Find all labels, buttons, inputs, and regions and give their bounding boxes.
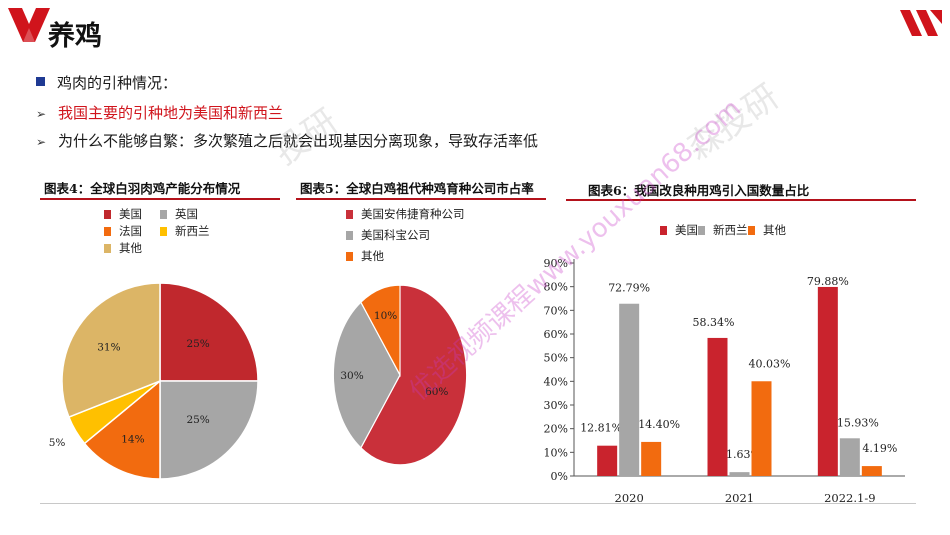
pie-slice: [83, 379, 161, 480]
legend-swatch: [698, 225, 705, 235]
legend-swatch: [160, 226, 167, 236]
y-tick-label: 90%: [544, 257, 568, 270]
legend-swatch: [160, 209, 167, 219]
bullet-point-1: ➢ 我国主要的引种地为美国和新西兰: [36, 102, 283, 123]
pie-slice-label: 60%: [425, 386, 448, 398]
bar-data-label: 15.93%: [837, 416, 879, 429]
arrow-bullet-icon: ➢: [36, 107, 47, 121]
arrow-bullet-icon: ➢: [36, 135, 47, 149]
bar-data-label: 58.34%: [693, 316, 735, 329]
y-tick-label: 30%: [544, 399, 568, 412]
pie-slice-label: 31%: [97, 341, 120, 353]
legend-item-cobb: 美国科宝公司: [346, 227, 430, 243]
pie-slice-label: 25%: [186, 414, 209, 426]
chart-4-title-rule: [40, 198, 280, 200]
legend-swatch: [748, 225, 755, 235]
chart-4-title: 图表4：全球白羽肉鸡产能分布情况: [44, 181, 241, 196]
y-tick-label: 0%: [551, 470, 568, 483]
legend-item-aviagen: 美国安伟捷育种公司: [346, 206, 465, 222]
y-tick-label: 10%: [544, 446, 568, 459]
legend-item-other: 其他: [748, 222, 786, 238]
section-heading: 鸡肉的引种情况：: [36, 72, 177, 93]
v-logo-icon: [8, 8, 50, 42]
y-tick-label: 50%: [544, 352, 568, 365]
legend-item-other: 其他: [346, 248, 384, 264]
x-tick-label: 2021: [725, 491, 754, 505]
bar: [641, 441, 662, 476]
legend-item-france: 法国: [104, 223, 142, 239]
pie-slice-label: 5%: [49, 437, 66, 449]
y-tick-label: 60%: [544, 328, 568, 341]
square-bullet-icon: [36, 77, 45, 86]
bar: [817, 286, 838, 476]
pie-slice: [360, 284, 468, 466]
pie-slice-label: 10%: [374, 310, 397, 322]
legend-item-new-zealand: 新西兰: [160, 223, 210, 239]
pie-slice: [360, 284, 401, 378]
legend-swatch: [104, 243, 111, 253]
bottom-divider: [40, 503, 916, 504]
bullet-point-text: 我国主要的引种地为美国和新西兰: [58, 104, 284, 122]
bar-data-label: 14.40%: [638, 418, 680, 431]
section-heading-text: 鸡肉的引种情况：: [57, 74, 178, 92]
legend-swatch: [346, 209, 353, 219]
legend-swatch: [104, 226, 111, 236]
legend-item-new-zealand: 新西兰: [698, 222, 748, 238]
pie-slice: [61, 282, 161, 419]
double-slash-logo-icon: [900, 10, 942, 36]
y-tick-label: 80%: [544, 281, 568, 294]
bar-data-label: 79.88%: [807, 275, 849, 288]
legend-swatch: [660, 225, 667, 235]
bar-data-label: 40.03%: [749, 357, 791, 370]
chart-5-title: 图表5：全球白鸡祖代种鸡育种公司市占率: [300, 181, 534, 196]
chart-5-title-rule: [296, 198, 546, 200]
y-tick-label: 40%: [544, 375, 568, 388]
bullet-point-text: 为什么不能够自繁：多次繁殖之后就会出现基因分离现象，导致存活率低: [58, 132, 539, 150]
bar: [707, 337, 728, 476]
pie-slice: [159, 282, 259, 382]
pie-slice-label: 30%: [340, 370, 363, 382]
x-tick-label: 2022.1-9: [824, 491, 875, 505]
bar: [861, 466, 882, 476]
x-tick-label: 2020: [615, 491, 644, 505]
bar: [751, 381, 772, 476]
pie-slice-label: 25%: [186, 338, 209, 350]
bar: [839, 438, 860, 476]
pie-slice: [332, 301, 401, 449]
bar-data-label: 4.19%: [862, 442, 897, 455]
legend-item-uk: 英国: [160, 206, 198, 222]
pie-slice-label: 14%: [121, 434, 144, 446]
chart-6-title: 图表6：我国改良种用鸡引入国数量占比: [588, 183, 810, 198]
pie-slice: [159, 380, 259, 480]
bar-data-label: 12.81%: [580, 422, 622, 435]
legend-item-us: 美国: [104, 206, 142, 222]
legend-swatch: [346, 230, 353, 240]
y-tick-label: 20%: [544, 423, 568, 436]
chart-6-title-rule: [566, 199, 916, 201]
bullet-point-2: ➢ 为什么不能够自繁：多次繁殖之后就会出现基因分离现象，导致存活率低: [36, 130, 538, 151]
legend-swatch: [104, 209, 111, 219]
legend-item-us: 美国: [660, 222, 698, 238]
bar: [619, 303, 640, 476]
bar: [597, 445, 618, 476]
legend-swatch: [346, 251, 353, 261]
page-title: 养鸡: [48, 21, 102, 52]
bar-data-label: 72.79%: [608, 282, 650, 295]
y-tick-label: 70%: [544, 304, 568, 317]
bar: [729, 472, 750, 476]
legend-item-other: 其他: [104, 240, 142, 256]
